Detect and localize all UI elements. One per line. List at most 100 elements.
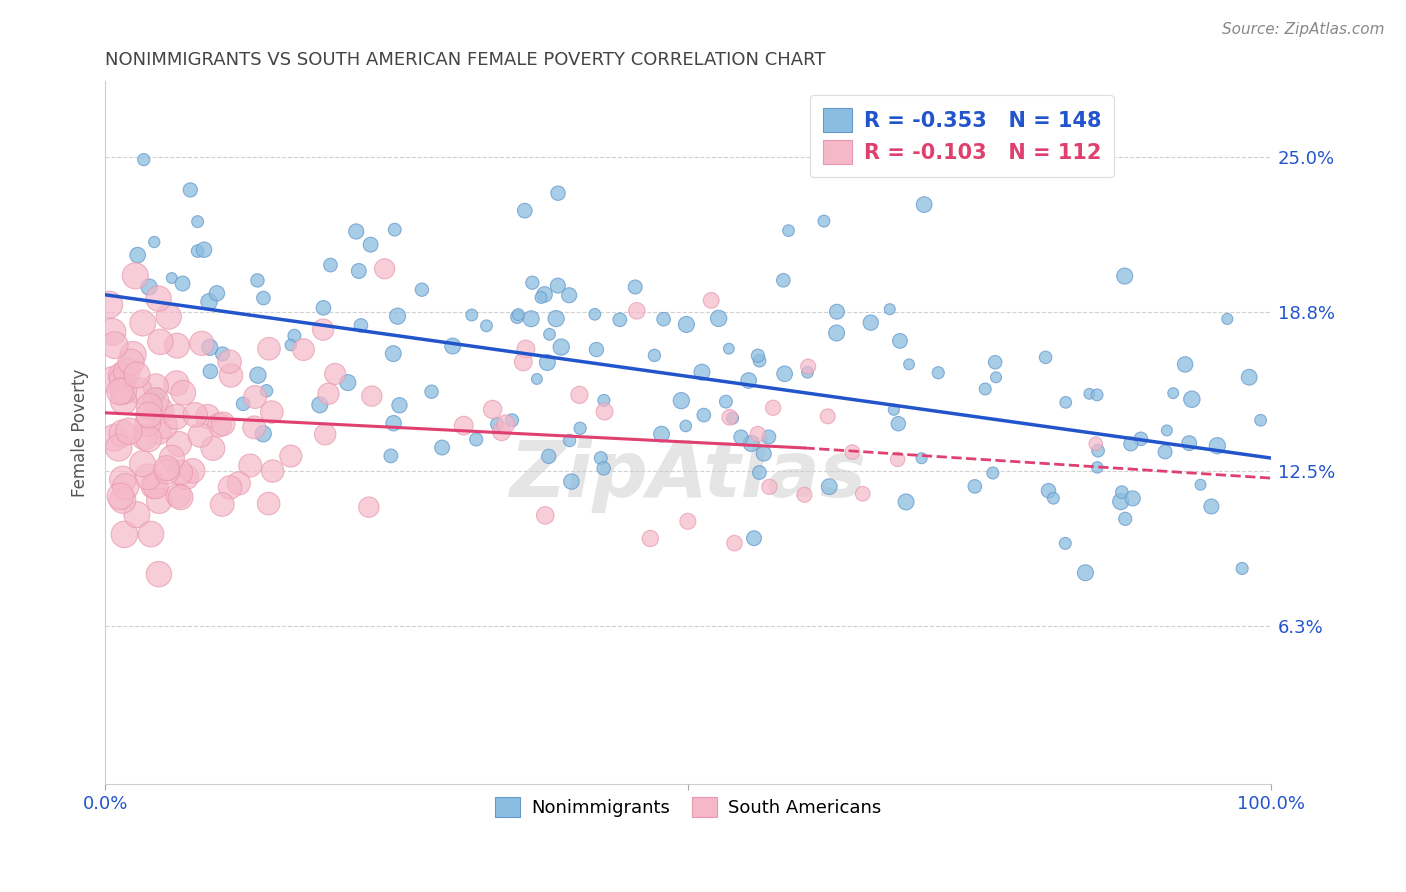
- Point: [813, 214, 835, 228]
- Point: [887, 417, 910, 431]
- Point: [179, 183, 201, 197]
- Point: [526, 372, 548, 386]
- Point: [323, 367, 346, 381]
- Point: [1206, 439, 1229, 453]
- Point: [190, 336, 212, 351]
- Point: [212, 417, 235, 431]
- Point: [593, 404, 616, 418]
- Point: [169, 491, 191, 505]
- Point: [211, 498, 233, 512]
- Point: [110, 489, 132, 503]
- Point: [138, 399, 160, 413]
- Point: [318, 386, 340, 401]
- Point: [533, 287, 555, 301]
- Point: [292, 343, 315, 357]
- Point: [894, 495, 917, 509]
- Point: [252, 291, 274, 305]
- Point: [388, 398, 411, 412]
- Point: [758, 480, 780, 494]
- Point: [737, 374, 759, 388]
- Point: [1237, 370, 1260, 384]
- Point: [166, 338, 188, 352]
- Point: [778, 224, 800, 238]
- Point: [312, 323, 335, 337]
- Point: [1174, 358, 1197, 372]
- Point: [111, 493, 134, 508]
- Point: [200, 364, 222, 378]
- Point: [758, 430, 780, 444]
- Point: [883, 402, 905, 417]
- Point: [793, 488, 815, 502]
- Point: [690, 365, 713, 379]
- Point: [239, 458, 262, 473]
- Point: [188, 428, 211, 442]
- Point: [700, 293, 723, 308]
- Point: [852, 487, 875, 501]
- Point: [260, 405, 283, 419]
- Point: [360, 237, 382, 252]
- Point: [671, 393, 693, 408]
- Point: [146, 388, 169, 402]
- Point: [569, 421, 592, 435]
- Point: [262, 464, 284, 478]
- Point: [643, 348, 665, 362]
- Point: [131, 457, 153, 471]
- Point: [714, 394, 737, 409]
- Point: [243, 390, 266, 404]
- Point: [984, 355, 1007, 369]
- Point: [984, 370, 1007, 384]
- Point: [252, 426, 274, 441]
- Point: [128, 384, 150, 398]
- Point: [112, 527, 135, 541]
- Point: [420, 384, 443, 399]
- Point: [107, 441, 129, 455]
- Point: [453, 418, 475, 433]
- Point: [181, 464, 204, 478]
- Point: [560, 475, 582, 489]
- Point: [530, 290, 553, 304]
- Point: [108, 384, 131, 399]
- Point: [118, 424, 141, 438]
- Point: [172, 385, 194, 400]
- Point: [747, 349, 769, 363]
- Point: [723, 536, 745, 550]
- Point: [797, 359, 820, 374]
- Point: [257, 342, 280, 356]
- Point: [138, 280, 160, 294]
- Text: ZipAtlas: ZipAtlas: [509, 437, 866, 513]
- Point: [211, 347, 233, 361]
- Point: [382, 416, 405, 430]
- Point: [314, 427, 336, 442]
- Point: [506, 310, 529, 324]
- Point: [357, 500, 380, 515]
- Point: [308, 398, 330, 412]
- Point: [441, 339, 464, 353]
- Point: [145, 479, 167, 493]
- Point: [127, 248, 149, 262]
- Point: [1085, 460, 1108, 475]
- Point: [730, 430, 752, 444]
- Point: [1074, 566, 1097, 580]
- Point: [520, 311, 543, 326]
- Point: [174, 470, 197, 484]
- Point: [347, 264, 370, 278]
- Point: [550, 340, 572, 354]
- Point: [145, 379, 167, 393]
- Point: [512, 355, 534, 369]
- Point: [156, 461, 179, 475]
- Point: [125, 508, 148, 522]
- Point: [280, 338, 302, 352]
- Point: [1114, 268, 1136, 283]
- Point: [889, 334, 911, 348]
- Point: [1122, 491, 1144, 506]
- Point: [693, 408, 716, 422]
- Point: [1084, 436, 1107, 450]
- Point: [148, 493, 170, 508]
- Point: [1085, 388, 1108, 402]
- Point: [101, 325, 124, 339]
- Point: [486, 417, 509, 432]
- Point: [219, 368, 242, 383]
- Point: [132, 316, 155, 330]
- Point: [165, 409, 187, 424]
- Point: [136, 417, 159, 431]
